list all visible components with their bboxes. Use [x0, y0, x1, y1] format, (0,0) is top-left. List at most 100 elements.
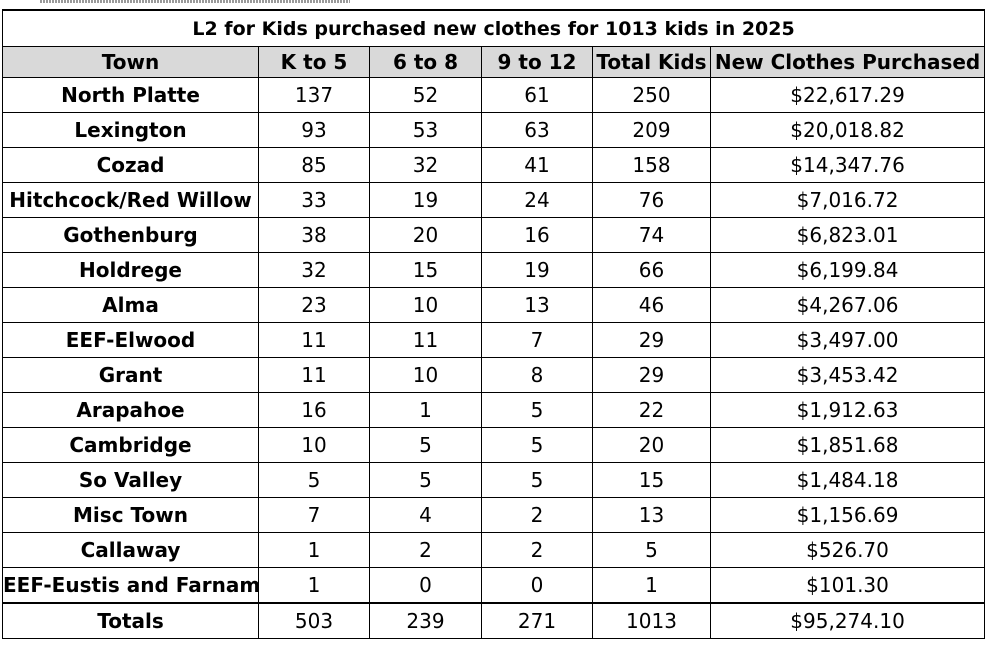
- town-cell: Alma: [2, 287, 259, 323]
- k-to-5-cell: 137: [258, 77, 370, 113]
- 9-to-12-cell: 2: [481, 532, 593, 568]
- total-kids-cell: 1: [592, 567, 711, 604]
- new-clothes-purchased-cell: $1,851.68: [709, 427, 986, 463]
- k-to-5-cell: 85: [258, 147, 370, 183]
- new-clothes-purchased-cell: $3,497.00: [709, 322, 986, 358]
- k-to-5-cell: 93: [258, 112, 370, 148]
- 9-to-12-cell: 0: [481, 567, 593, 604]
- k-to-5-cell: 16: [258, 392, 370, 428]
- 9-to-12-cell: 61: [481, 77, 593, 113]
- town-cell: Arapahoe: [2, 392, 259, 428]
- total-kids-cell: 46: [592, 287, 711, 323]
- column-header-new-clothes-purchased: New Clothes Purchased: [709, 46, 986, 78]
- total-kids-cell: 158: [592, 147, 711, 183]
- table-row: Alma 23 10 13 46 $4,267.06: [2, 287, 986, 323]
- table-row: Lexington 93 53 63 209 $20,018.82: [2, 112, 986, 148]
- town-cell: Misc Town: [2, 497, 259, 533]
- k-to-5-cell: 5: [258, 462, 370, 498]
- totals-9-to-12: 271: [481, 602, 593, 639]
- 6-to-8-cell: 19: [369, 182, 482, 218]
- new-clothes-purchased-cell: $6,199.84: [709, 252, 986, 288]
- new-clothes-purchased-cell: $526.70: [709, 532, 986, 568]
- total-kids-cell: 13: [592, 497, 711, 533]
- k-to-5-cell: 7: [258, 497, 370, 533]
- new-clothes-purchased-cell: $14,347.76: [709, 147, 986, 183]
- table-row: EEF-Elwood 11 11 7 29 $3,497.00: [2, 322, 986, 358]
- total-kids-cell: 29: [592, 357, 711, 393]
- total-kids-cell: 209: [592, 112, 711, 148]
- 6-to-8-cell: 15: [369, 252, 482, 288]
- header-row: Town K to 5 6 to 8 9 to 12 Total Kids Ne…: [2, 46, 986, 78]
- table-row: Grant 11 10 8 29 $3,453.42: [2, 357, 986, 393]
- town-cell: Cambridge: [2, 427, 259, 463]
- 6-to-8-cell: 10: [369, 357, 482, 393]
- column-header-k-to-5: K to 5: [258, 46, 370, 78]
- new-clothes-purchased-cell: $22,617.29: [709, 77, 986, 113]
- k-to-5-cell: 11: [258, 357, 370, 393]
- 9-to-12-cell: 5: [481, 392, 593, 428]
- 9-to-12-cell: 41: [481, 147, 593, 183]
- table-row: Cambridge 10 5 5 20 $1,851.68: [2, 427, 986, 463]
- 6-to-8-cell: 52: [369, 77, 482, 113]
- 6-to-8-cell: 32: [369, 147, 482, 183]
- table-row: So Valley 5 5 5 15 $1,484.18: [2, 462, 986, 498]
- table-row: EEF-Eustis and Farnam 1 0 0 1 $101.30: [2, 567, 986, 604]
- 6-to-8-cell: 4: [369, 497, 482, 533]
- totals-k-to-5: 503: [258, 602, 370, 639]
- k-to-5-cell: 1: [258, 567, 370, 604]
- total-kids-cell: 20: [592, 427, 711, 463]
- new-clothes-purchased-cell: $1,912.63: [709, 392, 986, 428]
- 9-to-12-cell: 2: [481, 497, 593, 533]
- column-header-6-to-8: 6 to 8: [369, 46, 482, 78]
- new-clothes-purchased-cell: $6,823.01: [709, 217, 986, 253]
- k-to-5-cell: 33: [258, 182, 370, 218]
- total-kids-cell: 5: [592, 532, 711, 568]
- town-cell: Cozad: [2, 147, 259, 183]
- table-row: Holdrege 32 15 19 66 $6,199.84: [2, 252, 986, 288]
- 6-to-8-cell: 5: [369, 427, 482, 463]
- new-clothes-purchased-cell: $1,156.69: [709, 497, 986, 533]
- town-cell: Grant: [2, 357, 259, 393]
- 9-to-12-cell: 13: [481, 287, 593, 323]
- k-to-5-cell: 11: [258, 322, 370, 358]
- column-header-town: Town: [2, 46, 259, 78]
- totals-new-clothes-purchased: $95,274.10: [709, 602, 986, 639]
- 6-to-8-cell: 0: [369, 567, 482, 604]
- 9-to-12-cell: 7: [481, 322, 593, 358]
- 9-to-12-cell: 63: [481, 112, 593, 148]
- k-to-5-cell: 10: [258, 427, 370, 463]
- town-cell: So Valley: [2, 462, 259, 498]
- total-kids-cell: 74: [592, 217, 711, 253]
- new-clothes-purchased-cell: $101.30: [709, 567, 986, 604]
- table-row: Arapahoe 16 1 5 22 $1,912.63: [2, 392, 986, 428]
- town-cell: Holdrege: [2, 252, 259, 288]
- new-clothes-purchased-cell: $1,484.18: [709, 462, 986, 498]
- town-cell: Lexington: [2, 112, 259, 148]
- 6-to-8-cell: 20: [369, 217, 482, 253]
- 9-to-12-cell: 24: [481, 182, 593, 218]
- new-clothes-purchased-cell: $7,016.72: [709, 182, 986, 218]
- column-header-9-to-12: 9 to 12: [481, 46, 593, 78]
- new-clothes-purchased-cell: $4,267.06: [709, 287, 986, 323]
- total-kids-cell: 76: [592, 182, 711, 218]
- town-cell: EEF-Eustis and Farnam: [2, 567, 259, 604]
- 6-to-8-cell: 53: [369, 112, 482, 148]
- table-row: Misc Town 7 4 2 13 $1,156.69: [2, 497, 986, 533]
- table-row: Cozad 85 32 41 158 $14,347.76: [2, 147, 986, 183]
- new-clothes-purchased-cell: $20,018.82: [709, 112, 986, 148]
- total-kids-cell: 22: [592, 392, 711, 428]
- k-to-5-cell: 23: [258, 287, 370, 323]
- totals-label: Totals: [2, 602, 259, 639]
- town-cell: Hitchcock/Red Willow: [2, 182, 259, 218]
- total-kids-cell: 15: [592, 462, 711, 498]
- 6-to-8-cell: 11: [369, 322, 482, 358]
- 9-to-12-cell: 19: [481, 252, 593, 288]
- totals-row: Totals 503 239 271 1013 $95,274.10: [2, 602, 986, 639]
- top-border-fragment: [40, 0, 350, 3]
- 6-to-8-cell: 2: [369, 532, 482, 568]
- k-to-5-cell: 1: [258, 532, 370, 568]
- 9-to-12-cell: 16: [481, 217, 593, 253]
- table-row: Callaway 1 2 2 5 $526.70: [2, 532, 986, 568]
- column-header-total-kids: Total Kids: [592, 46, 711, 78]
- table-row: Hitchcock/Red Willow 33 19 24 76 $7,016.72: [2, 182, 986, 218]
